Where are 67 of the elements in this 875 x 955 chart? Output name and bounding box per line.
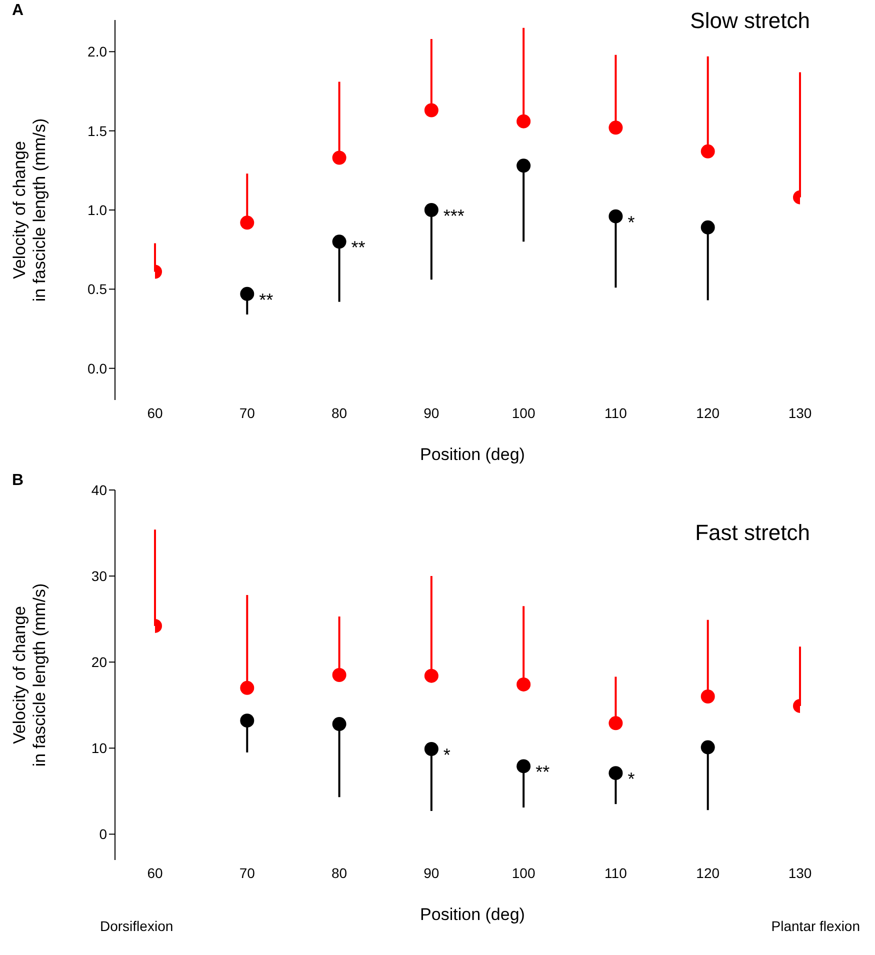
x-axis-title: Position (deg) [420, 905, 525, 924]
x-tick-label: 130 [788, 864, 812, 881]
x-axis-title: Position (deg) [420, 445, 525, 464]
y-tick-label: 30 [91, 568, 108, 584]
x-tick-label: 100 [512, 864, 536, 881]
point [240, 680, 254, 695]
x-tick-label: 60 [147, 404, 163, 421]
x-tick-label: 80 [331, 404, 348, 421]
point [424, 203, 438, 217]
annotation: ** [259, 290, 274, 310]
point [332, 668, 346, 682]
point [424, 103, 438, 118]
x-tick-label: 80 [331, 864, 348, 881]
annotation: * [628, 212, 635, 232]
x-tick-label: 100 [512, 404, 536, 421]
y-tick-label: 20 [91, 654, 108, 670]
x-tick-label: 90 [424, 404, 440, 421]
point [608, 209, 623, 224]
point [700, 690, 715, 704]
point [700, 144, 715, 158]
text: A [12, 2, 24, 20]
annotation: * [443, 745, 450, 765]
annotation: * [628, 769, 635, 790]
chart-subtitle: Slow stretch [690, 8, 810, 34]
text: Fast stretch [695, 520, 810, 546]
point [516, 114, 531, 128]
x-tick-label: 90 [424, 864, 440, 881]
text: B [12, 472, 24, 490]
y-axis-title: Velocity of change in fascicle length (mm/s) [10, 583, 49, 767]
x-tick-label: 70 [239, 864, 256, 881]
y-tick-label: 0.0 [88, 360, 108, 376]
x-tick-label: 70 [239, 404, 256, 421]
y-tick-label: 0 [99, 826, 108, 842]
point [424, 742, 438, 756]
text: Plantar flexion [771, 918, 860, 934]
point [424, 668, 438, 683]
y-tick-label: 40 [91, 482, 108, 498]
text: Dorsiflexion [100, 918, 174, 934]
y-tick-label: 10 [91, 740, 108, 756]
point [516, 677, 531, 692]
y-axis-title: Velocity of change in fascicle length (mm/s) [10, 118, 49, 302]
point [332, 150, 346, 165]
x-tick-label: 130 [788, 404, 812, 421]
point [332, 717, 346, 732]
annotation: ** [351, 238, 366, 258]
point [516, 759, 531, 774]
point [608, 716, 623, 730]
point [240, 714, 254, 728]
point [516, 158, 531, 173]
point [332, 234, 346, 249]
y-tick-label: 1.0 [88, 202, 108, 218]
y-tick-label: 1.5 [88, 122, 108, 139]
point [240, 286, 254, 301]
annotation: ** [536, 762, 550, 782]
x-tick-label: 110 [604, 404, 628, 421]
y-tick-label: 2.0 [88, 44, 108, 60]
point [700, 220, 715, 234]
point [700, 740, 715, 754]
x-tick-label: 120 [696, 404, 720, 421]
point [608, 766, 623, 780]
point [240, 216, 254, 230]
point [608, 120, 623, 135]
x-tick-label: 60 [147, 864, 163, 881]
annotation: *** [443, 206, 464, 226]
x-tick-label: 120 [696, 864, 720, 881]
y-tick-label: 0.5 [88, 281, 108, 298]
x-tick-label: 110 [604, 864, 628, 881]
